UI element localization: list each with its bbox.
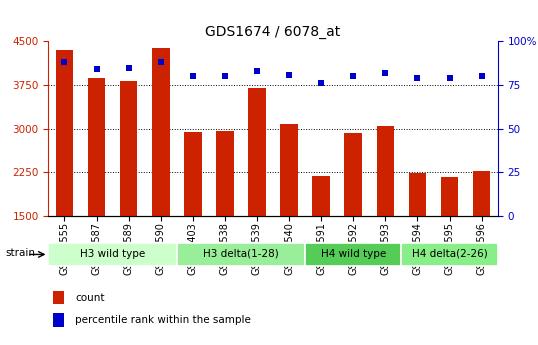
Bar — [401, 243, 498, 266]
Bar — [248, 88, 266, 216]
Text: percentile rank within the sample: percentile rank within the sample — [75, 315, 251, 325]
Title: GDS1674 / 6078_at: GDS1674 / 6078_at — [206, 25, 341, 39]
Point — [381, 70, 390, 76]
Bar — [408, 172, 426, 216]
Text: H3 wild type: H3 wild type — [80, 249, 145, 259]
Point — [92, 67, 101, 72]
Point — [188, 73, 197, 79]
Point — [221, 73, 229, 79]
Bar — [88, 78, 105, 216]
Bar — [313, 176, 330, 216]
Point — [477, 73, 486, 79]
Point — [349, 73, 358, 79]
Text: strain: strain — [5, 248, 36, 258]
Point — [317, 80, 325, 86]
Bar — [216, 131, 233, 216]
Text: H4 wild type: H4 wild type — [321, 249, 386, 259]
Bar — [152, 48, 169, 216]
Point — [285, 72, 293, 77]
Text: count: count — [75, 293, 105, 303]
Bar — [120, 81, 138, 216]
Point — [60, 60, 69, 65]
Bar — [53, 291, 63, 304]
Point — [445, 75, 454, 81]
Text: H3 delta(1-28): H3 delta(1-28) — [203, 249, 279, 259]
Bar — [177, 243, 305, 266]
Bar — [473, 171, 491, 216]
Bar — [344, 133, 362, 216]
Bar — [53, 313, 63, 327]
Point — [253, 68, 261, 74]
Point — [124, 65, 133, 70]
Bar — [55, 50, 73, 216]
Bar — [280, 124, 298, 216]
Bar — [305, 243, 401, 266]
Point — [157, 60, 165, 65]
Text: H4 delta(2-26): H4 delta(2-26) — [412, 249, 487, 259]
Bar — [441, 177, 458, 216]
Bar — [377, 126, 394, 216]
Bar — [184, 132, 202, 216]
Point — [413, 75, 422, 81]
Bar — [48, 243, 177, 266]
